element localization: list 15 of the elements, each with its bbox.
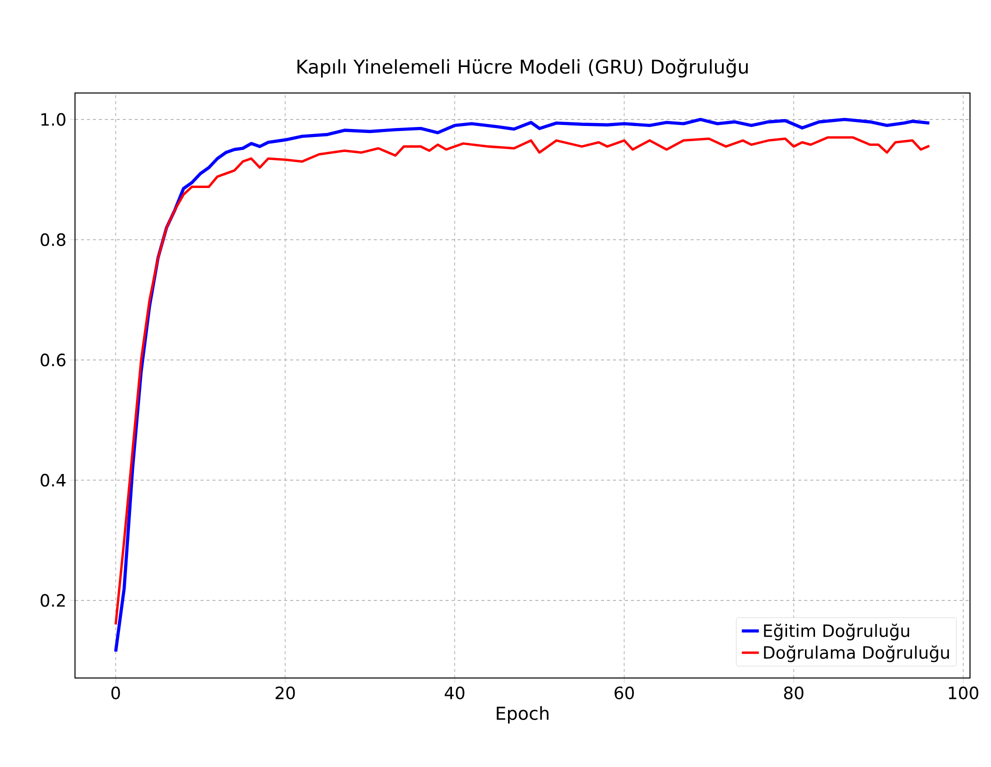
- x-tick-label: 40: [444, 686, 464, 700]
- y-tick-label: 1.0: [41, 113, 66, 126]
- x-tick-label: 20: [276, 686, 295, 700]
- y-tick-label: 0.2: [40, 594, 65, 607]
- chart-title: Kapılı Yinelemeli Hücre Modeli (GRU) Doğruluğu: [298, 58, 748, 78]
- x-tick-label: 0: [111, 686, 120, 700]
- y-tick-label: 0.4: [40, 474, 66, 487]
- y-tick-label: 0.8: [40, 233, 66, 246]
- x-axis-title: Epoch: [496, 706, 548, 724]
- x-tick-label: 100: [948, 686, 978, 700]
- x-tick-label: 80: [784, 686, 804, 700]
- legend-label: Eğitim Doğruluğu: [764, 624, 910, 640]
- x-tick-label: 60: [614, 686, 634, 700]
- legend-label: Doğrulama Doğruluğu: [764, 645, 949, 662]
- y-tick-label: 0.6: [40, 354, 66, 366]
